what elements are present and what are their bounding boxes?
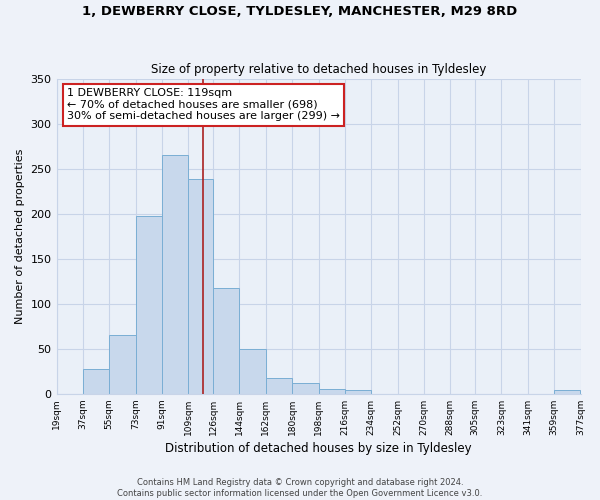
- Bar: [266, 378, 292, 394]
- Bar: [188, 180, 213, 394]
- Y-axis label: Number of detached properties: Number of detached properties: [15, 148, 25, 324]
- Title: Size of property relative to detached houses in Tyldesley: Size of property relative to detached ho…: [151, 63, 486, 76]
- Text: 1, DEWBERRY CLOSE, TYLDESLEY, MANCHESTER, M29 8RD: 1, DEWBERRY CLOSE, TYLDESLEY, MANCHESTER…: [82, 5, 518, 18]
- Bar: [136, 216, 162, 394]
- Bar: [83, 368, 109, 394]
- Text: 1 DEWBERRY CLOSE: 119sqm
← 70% of detached houses are smaller (698)
30% of semi-: 1 DEWBERRY CLOSE: 119sqm ← 70% of detach…: [67, 88, 340, 121]
- Bar: [319, 390, 345, 394]
- Bar: [239, 349, 266, 394]
- Text: Contains HM Land Registry data © Crown copyright and database right 2024.
Contai: Contains HM Land Registry data © Crown c…: [118, 478, 482, 498]
- Bar: [109, 336, 136, 394]
- Bar: [345, 390, 371, 394]
- X-axis label: Distribution of detached houses by size in Tyldesley: Distribution of detached houses by size …: [165, 442, 472, 455]
- Bar: [213, 288, 239, 394]
- Bar: [162, 155, 188, 394]
- Bar: [292, 383, 319, 394]
- Bar: [554, 390, 580, 394]
